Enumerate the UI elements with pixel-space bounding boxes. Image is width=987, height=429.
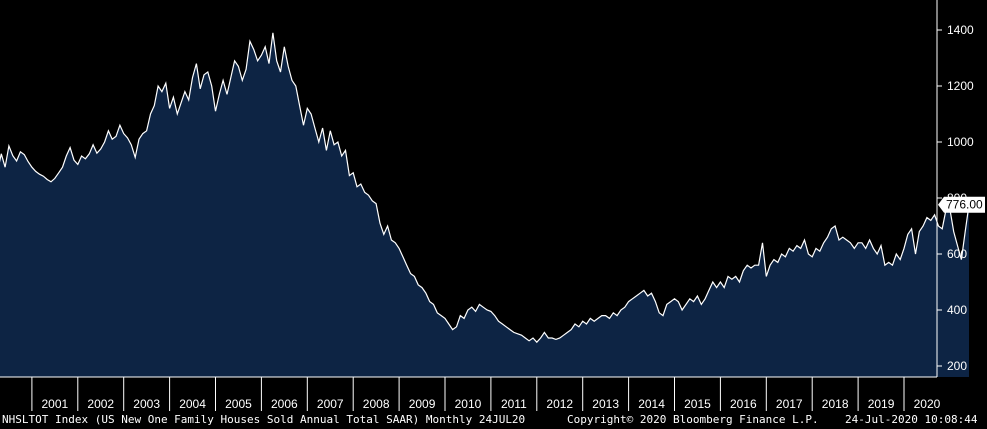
- x-tick-label-2003: 2003: [133, 397, 160, 411]
- y-tick-label: 1000: [947, 135, 974, 149]
- y-tick-200: 200: [937, 359, 967, 373]
- x-tick-label-2015: 2015: [684, 397, 711, 411]
- y-tick-label: 1400: [947, 23, 974, 37]
- x-tick-label-2014: 2014: [638, 397, 665, 411]
- y-tick-1200: 1200: [937, 79, 974, 93]
- y-tick-400: 400: [937, 303, 967, 317]
- x-tick-label-2017: 2017: [776, 397, 803, 411]
- x-tick-label-2011: 2011: [501, 397, 527, 411]
- y-tick-label: 200: [947, 359, 967, 373]
- x-tick-label-2020: 2020: [914, 397, 941, 411]
- x-tick-label-2007: 2007: [317, 397, 344, 411]
- x-tick-label-2013: 2013: [592, 397, 619, 411]
- x-tick-label-2001: 2001: [41, 397, 68, 411]
- footer-bar: NHSLTOT Index (US New One Family Houses …: [0, 411, 987, 429]
- y-tick-1400: 1400: [937, 23, 974, 37]
- last-value-box: [938, 196, 985, 213]
- series-line: [0, 32, 970, 344]
- x-axis-ticks: 2001 2002 2003 2004 2005 2006 2007 2008 2009 2010…: [31, 377, 941, 411]
- y-tick-label: 400: [947, 303, 967, 317]
- x-tick-label-2005: 2005: [225, 397, 252, 411]
- area-layer: [0, 32, 970, 377]
- x-tick-label-2004: 2004: [179, 397, 206, 411]
- y-tick-label: 1200: [947, 79, 974, 93]
- x-tick-label-2016: 2016: [730, 397, 757, 411]
- chart-canvas: 200400600800100012001400 200120022003200…: [0, 0, 985, 411]
- x-tick-label-2009: 2009: [409, 397, 436, 411]
- last-value-marker: 776.00: [938, 196, 985, 213]
- y-tick-600: 600: [937, 247, 967, 261]
- series-area-fill: [0, 32, 969, 377]
- y-tick-1000: 1000: [937, 135, 974, 149]
- x-tick-label-2002: 2002: [87, 397, 114, 411]
- x-tick-label-2010: 2010: [455, 397, 482, 411]
- x-tick-label-2019: 2019: [868, 397, 895, 411]
- x-tick-label-2012: 2012: [546, 397, 573, 411]
- footer-copyright: Copyright© 2020 Bloomberg Finance L.P.: [567, 413, 819, 426]
- footer-timestamp: 24-Jul-2020 10:08:44: [845, 413, 978, 426]
- x-tick-label-2006: 2006: [271, 397, 298, 411]
- x-tick-label-2008: 2008: [363, 397, 390, 411]
- footer-ticker-description: NHSLTOT Index (US New One Family Houses …: [2, 413, 526, 426]
- x-tick-label-2018: 2018: [822, 397, 849, 411]
- last-value-label: 776.00: [946, 198, 983, 212]
- y-tick-label: 600: [947, 247, 967, 261]
- axes-layer: [0, 0, 938, 378]
